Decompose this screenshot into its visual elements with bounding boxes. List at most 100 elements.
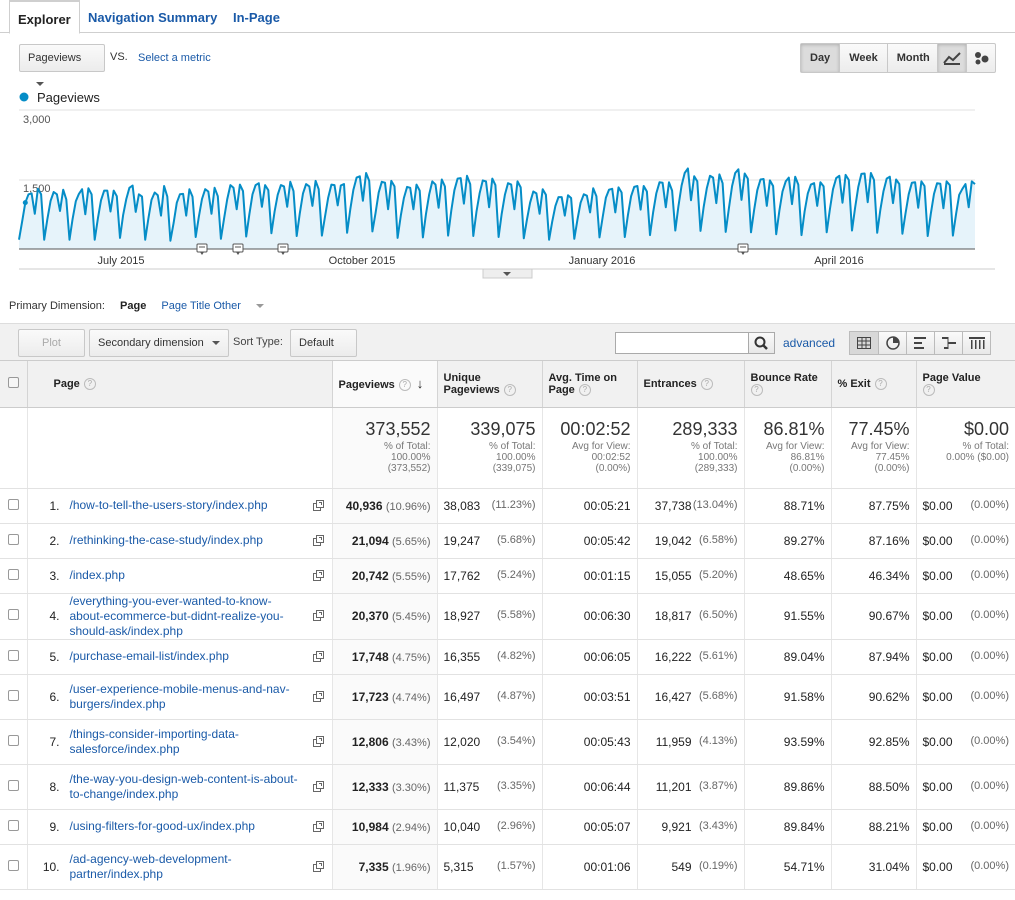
unique-pageviews-value: 18,927	[443, 609, 481, 623]
page-link[interactable]: /using-filters-for-good-ux/index.php	[69, 819, 255, 833]
total-cell: 77.45% Avg for View: 77.45% (0.00%)	[831, 407, 917, 489]
series-line-pageviews	[18, 167, 976, 242]
table-search-input[interactable]	[615, 332, 775, 354]
page-value-pct: (0.00%)	[970, 734, 1009, 747]
search-button[interactable]	[748, 333, 774, 353]
row-checkbox[interactable]	[7, 649, 19, 661]
external-link-icon[interactable]	[312, 569, 324, 581]
help-icon[interactable]: ?	[83, 377, 96, 390]
page-value-cell: $0.00 (0.00%)	[916, 844, 1015, 890]
dimension-page-title[interactable]: Page Title	[161, 300, 211, 312]
dimension-other[interactable]: Other	[213, 300, 276, 312]
col-header-avg-time[interactable]: Avg. Time on Page?	[542, 361, 638, 408]
data-table: Page? Pageviews? ↓ Unique Pageviews? Avg.…	[0, 361, 1015, 890]
page-link[interactable]: /ad-agency-web-development-partner/index…	[69, 851, 232, 881]
table-row: 8. /the-way-you-design-web-content-is-abo…	[0, 764, 1015, 810]
external-link-icon[interactable]	[312, 610, 324, 621]
row-checkbox[interactable]	[7, 859, 19, 871]
page-link[interactable]: /purchase-email-list/index.php	[69, 649, 229, 663]
col-header-page-value[interactable]: Page Value?	[916, 361, 1015, 408]
page-link[interactable]: /the-way-you-design-web-content-is-about…	[69, 771, 298, 801]
bounce-rate-cell: 89.27%	[744, 523, 832, 559]
page-link[interactable]: /things-consider-importing-data-salesfor…	[69, 726, 239, 756]
row-checkbox[interactable]	[7, 533, 19, 545]
entrances-value: 11,201	[655, 779, 692, 794]
col-header-exit[interactable]: % Exit?	[831, 361, 917, 408]
annotation-marker[interactable]	[737, 243, 749, 255]
col-header-bounce-rate[interactable]: Bounce Rate?	[744, 361, 832, 408]
tab-navigation-summary[interactable]: Navigation Summary	[88, 10, 218, 25]
view-pivot-button[interactable]	[962, 332, 990, 354]
col-header-unique-pageviews[interactable]: Unique Pageviews?	[437, 361, 543, 408]
view-comparison-button[interactable]	[934, 332, 962, 354]
table-row: 3. /index.php 20,742 (5.55%) 17,762 (5.24%) 0…	[0, 558, 1015, 594]
row-checkbox[interactable]	[7, 689, 19, 701]
total-sub: 100.00%	[698, 451, 738, 463]
line-chart-button[interactable]	[938, 44, 966, 72]
sort-type-dropdown[interactable]: Default	[290, 329, 357, 372]
help-icon[interactable]: ?	[578, 383, 591, 396]
period-week-button[interactable]: Week	[839, 44, 887, 72]
external-link-icon[interactable]	[312, 690, 324, 702]
unique-pageviews-pct: (5.24%)	[496, 568, 536, 581]
row-checkbox[interactable]	[7, 498, 19, 510]
secondary-dimension-dropdown[interactable]: Secondary dimension	[89, 329, 229, 357]
tab-explorer[interactable]: Explorer	[9, 0, 80, 34]
total-value: 373,552	[365, 418, 431, 439]
unique-pageviews-pct: (4.82%)	[496, 649, 536, 662]
view-data-button[interactable]	[850, 332, 878, 354]
plot-rows-button[interactable]: Plot Rows	[18, 329, 85, 375]
chart-collapse-handle[interactable]	[482, 268, 533, 279]
select-all-checkbox[interactable]	[7, 376, 19, 388]
page-link[interactable]: /rethinking-the-case-study/index.php	[69, 533, 263, 547]
help-icon[interactable]: ?	[922, 383, 935, 396]
help-icon[interactable]: ?	[503, 383, 516, 396]
metric-dropdown[interactable]: Pageviews	[19, 44, 105, 87]
page-link[interactable]: /index.php	[69, 568, 125, 582]
avg-time-cell: 00:05:07	[542, 809, 638, 845]
motion-chart-button[interactable]	[966, 44, 995, 72]
entrances-pct: (0.19%)	[698, 859, 738, 872]
period-day-button[interactable]: Day	[801, 44, 840, 72]
row-checkbox[interactable]	[7, 609, 19, 620]
annotation-marker[interactable]	[196, 243, 208, 255]
select-metric-link[interactable]: Select a metric	[138, 52, 211, 64]
external-link-icon[interactable]	[312, 735, 324, 747]
total-sub: (373,552)	[387, 462, 431, 474]
external-link-icon[interactable]	[312, 499, 324, 511]
data-point[interactable]	[22, 200, 28, 206]
external-link-icon[interactable]	[312, 860, 324, 872]
unique-pageviews-pct: (5.68%)	[496, 533, 536, 546]
col-header-entrances[interactable]: Entrances?	[637, 361, 745, 408]
help-icon[interactable]: ?	[398, 379, 411, 392]
external-link-icon[interactable]	[312, 780, 324, 792]
col-header-page[interactable]: Page?	[27, 361, 333, 408]
external-link-icon[interactable]	[312, 650, 324, 662]
pageviews-value: 21,094	[351, 533, 389, 548]
help-icon[interactable]: ?	[750, 383, 763, 396]
row-checkbox[interactable]	[7, 819, 19, 831]
pageviews-cell: 17,723 (4.74%)	[332, 674, 438, 720]
row-checkbox[interactable]	[7, 568, 19, 580]
annotation-marker[interactable]	[277, 243, 289, 255]
help-icon[interactable]: ?	[874, 377, 887, 390]
page-link[interactable]: /user-experience-mobile-menus-and-nav-bu…	[69, 681, 290, 711]
view-percentage-button[interactable]	[878, 332, 906, 354]
page-link[interactable]: /how-to-tell-the-users-story/index.php	[69, 498, 268, 512]
row-checkbox[interactable]	[7, 734, 19, 746]
view-performance-button[interactable]	[906, 332, 934, 354]
annotation-marker[interactable]	[232, 243, 244, 255]
dimension-page[interactable]: Page	[120, 300, 147, 312]
tab-in-page[interactable]: In-Page	[233, 10, 280, 25]
exit-cell: 88.50%	[831, 764, 917, 810]
help-icon[interactable]: ?	[700, 377, 713, 390]
external-link-icon[interactable]	[312, 820, 324, 832]
col-header-pageviews[interactable]: Pageviews? ↓	[332, 361, 438, 408]
total-cell: 86.81% Avg for View: 86.81% (0.00%)	[744, 407, 832, 489]
advanced-filter-link[interactable]: advanced	[783, 336, 836, 350]
row-checkbox[interactable]	[7, 779, 19, 791]
page-link[interactable]: /everything-you-ever-wanted-to-know-abou…	[69, 593, 284, 638]
period-month-button[interactable]: Month	[886, 44, 939, 72]
external-link-icon[interactable]	[312, 534, 324, 546]
entrances-cell: 16,222 (5.61%)	[637, 639, 745, 675]
